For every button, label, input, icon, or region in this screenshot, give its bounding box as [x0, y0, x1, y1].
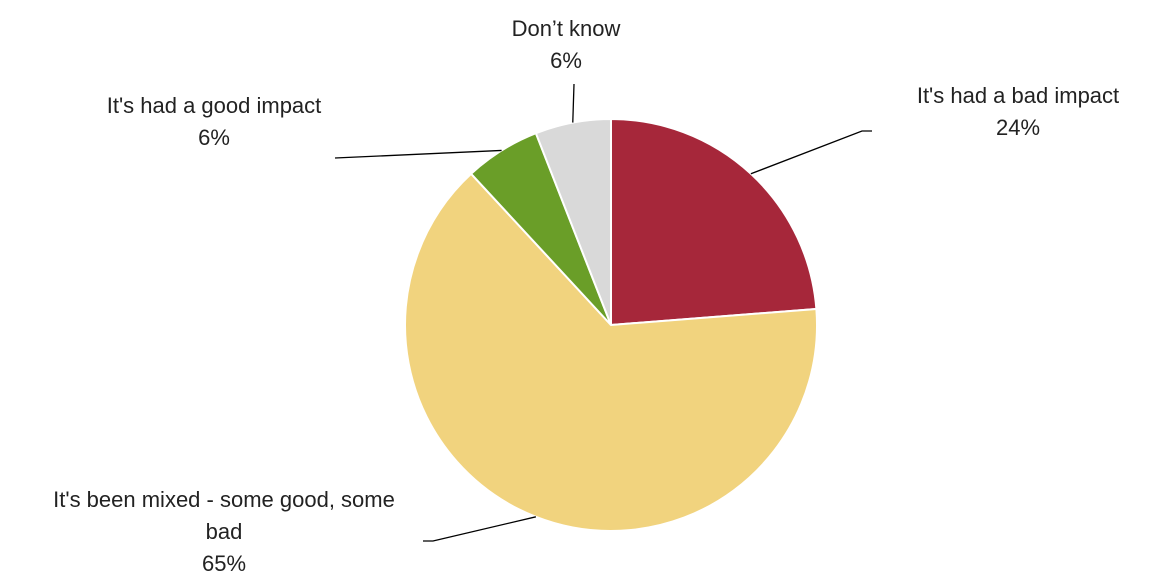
slice-value-label-0: 24% [996, 115, 1040, 140]
slice-label-0-line-0: It's had a bad impact [917, 83, 1119, 108]
pie-slice-1 [404, 172, 818, 532]
slice-label-2-line-0: It's had a good impact [107, 93, 322, 118]
leader-line-1 [423, 516, 537, 542]
slice-value-label-1: 65% [202, 551, 246, 576]
slice-value-label-2: 6% [198, 125, 230, 150]
slice-label-1-line-1: bad [206, 519, 243, 544]
leader-line-3 [572, 83, 575, 123]
slice-labels: It's had a bad impact 24% It's been mixed … [53, 16, 1119, 576]
pie-slice-0 [610, 117, 818, 327]
pie-slices [404, 117, 818, 532]
leader-line-0 [750, 130, 872, 175]
slice-label-3-line-0: Don’t know [512, 16, 621, 41]
slice-value-label-3: 6% [550, 48, 582, 73]
leader-line-2 [334, 149, 502, 159]
slice-label-1-line-0: It's been mixed - some good, some [53, 487, 395, 512]
pie-slice-3 [534, 117, 612, 326]
leader-lines [334, 83, 872, 542]
